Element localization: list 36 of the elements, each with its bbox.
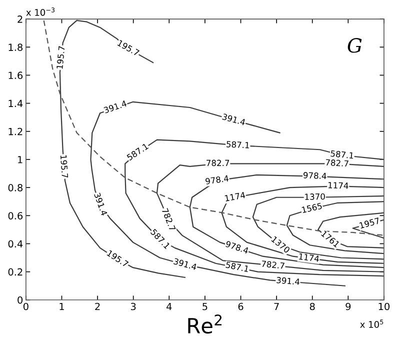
x-tick-label: 10 xyxy=(378,302,390,310)
x-tick-label: 5 xyxy=(202,302,208,310)
x-tick-label: 8 xyxy=(310,302,315,310)
y-tick-label: 1.8 xyxy=(8,44,22,51)
y-tick-label: 0.8 xyxy=(8,184,22,192)
x-tick-label: 2 xyxy=(95,302,100,310)
x-tick-label: 3 xyxy=(130,302,136,310)
x-tick-label: 6 xyxy=(238,302,244,310)
annotation: 1174 xyxy=(298,253,320,262)
y-tick-label: 0 xyxy=(18,296,23,304)
x-tick-label: 1 xyxy=(60,302,64,310)
x-tick-label: 4 xyxy=(166,302,172,310)
y-tick-label: 2 xyxy=(18,16,22,23)
x-tick-label: 9 xyxy=(346,302,351,310)
annotation: G xyxy=(348,38,362,53)
y-tick-label: 1.2 xyxy=(8,128,22,136)
x-tick-label: 0 xyxy=(23,302,28,310)
annotation: 195.7 xyxy=(60,155,68,178)
text: x 10$^{−3}$ xyxy=(26,8,55,16)
y-tick-label: 0.4 xyxy=(8,240,23,248)
annotation: 195.7 xyxy=(56,46,65,69)
annotation: 782.7 xyxy=(262,260,285,269)
y-tick-label: 1.6 xyxy=(8,72,23,80)
annotation: 587.1 xyxy=(226,262,249,272)
x-axis-title: Re$^{2}$ xyxy=(188,314,222,334)
y-tick-label: 0.6 xyxy=(8,212,23,220)
annotation: 391.4 xyxy=(104,100,128,114)
x-tick-label: 7 xyxy=(274,302,279,310)
y-tick-label: 0.2 xyxy=(8,268,22,276)
y-tick-label: 1 xyxy=(18,156,22,164)
annotation: 782.7 xyxy=(162,208,176,232)
line-series xyxy=(352,219,384,239)
y-tick-label: 1.4 xyxy=(8,100,23,107)
annotation: 1957 xyxy=(359,217,380,229)
text: x 10$^{5}$ xyxy=(360,320,384,328)
annotation: 391.4 xyxy=(94,192,108,216)
